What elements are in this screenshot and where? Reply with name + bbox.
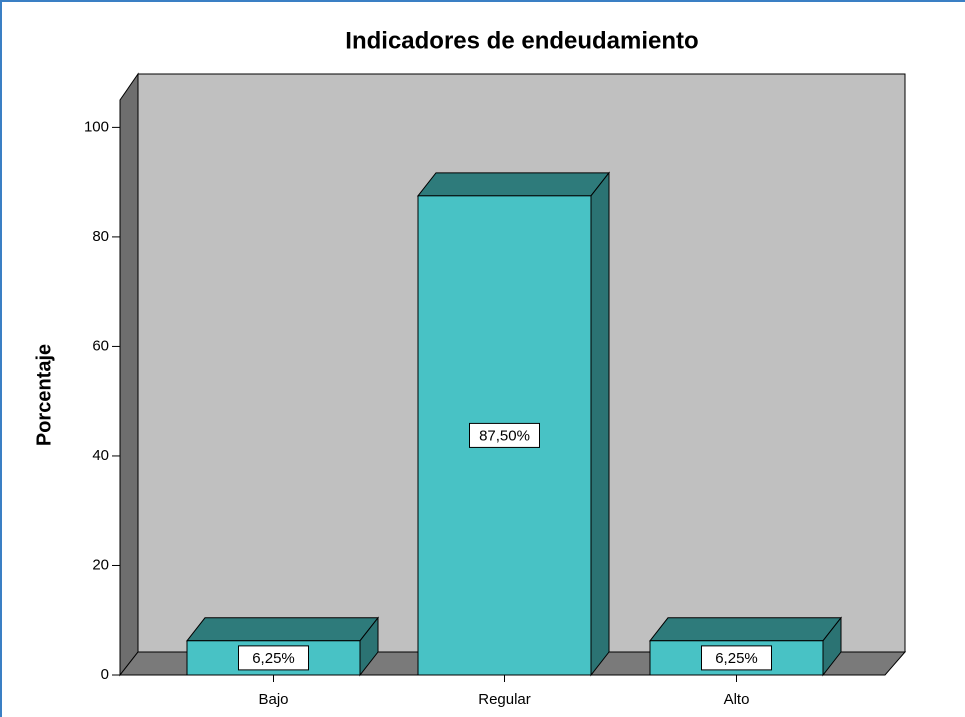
- bar-top: [648, 617, 843, 642]
- x-tick-label: Regular: [478, 691, 531, 708]
- y-tick-label: 80: [92, 228, 109, 245]
- y-tick-label: 60: [92, 337, 109, 354]
- value-label: 6,25%: [252, 650, 295, 667]
- value-label-box: [701, 645, 772, 671]
- bar-top: [185, 617, 380, 642]
- y-tick-label: 0: [101, 666, 109, 683]
- x-tick-label: Alto: [724, 691, 750, 708]
- y-tick-label: 20: [92, 556, 109, 573]
- bar-top: [416, 172, 611, 197]
- value-label-box: [469, 422, 540, 448]
- y-axis-label: Porcentaje: [33, 344, 55, 446]
- value-label: 6,25%: [715, 650, 758, 667]
- value-label: 87,50%: [479, 427, 530, 444]
- y-tick-label: 40: [92, 447, 109, 464]
- bar-side: [590, 171, 610, 677]
- x-tick-label: Bajo: [258, 691, 288, 708]
- y-tick-label: 100: [84, 118, 109, 135]
- side-wall: [119, 72, 139, 677]
- value-label-box: [238, 645, 309, 671]
- chart-title: Indicadores de endeudamiento: [345, 27, 698, 54]
